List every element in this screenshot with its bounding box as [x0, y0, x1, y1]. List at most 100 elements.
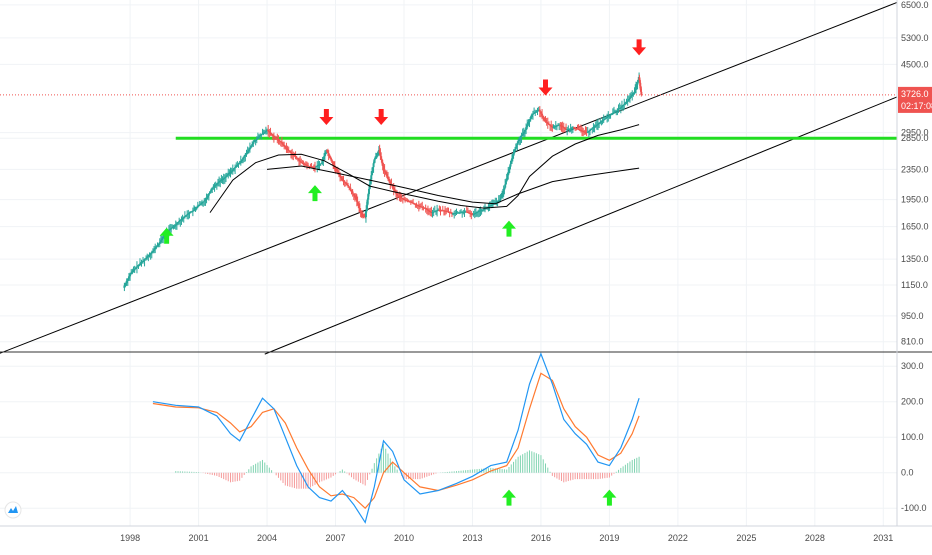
- candle-body: [130, 272, 133, 275]
- candle-body: [342, 180, 345, 182]
- candle-body: [356, 201, 359, 204]
- candle-body: [284, 146, 287, 148]
- candle-body: [585, 132, 588, 134]
- candle-body: [440, 210, 443, 212]
- candle-body: [410, 202, 413, 204]
- candle-body: [469, 213, 472, 215]
- candle-body: [143, 259, 146, 261]
- candle-body: [293, 155, 296, 157]
- candle-body: [310, 166, 313, 168]
- candle-body: [478, 210, 481, 212]
- candle-body: [593, 126, 596, 128]
- moving-average-line: [209, 124, 640, 213]
- candle-body: [507, 172, 510, 176]
- x-tick-label: 2028: [805, 533, 825, 543]
- candle-body: [513, 151, 516, 154]
- candle-body: [527, 122, 530, 125]
- candle-body: [406, 200, 409, 202]
- candle-body: [146, 256, 149, 258]
- arrow-down-icon: [319, 108, 334, 125]
- candle-body: [280, 142, 283, 144]
- candle-body: [579, 129, 582, 131]
- candle-body: [514, 148, 517, 152]
- candle-body: [381, 162, 384, 167]
- candle-body: [150, 252, 153, 254]
- candle-body: [407, 200, 410, 202]
- candle-body: [196, 206, 199, 208]
- candle-body: [546, 122, 549, 124]
- y-tick-label: 4500.0: [901, 59, 929, 69]
- candle-body: [207, 193, 210, 196]
- candle-body: [195, 207, 198, 209]
- candle-body: [622, 105, 625, 107]
- candle-body: [595, 124, 598, 126]
- candle-body: [496, 201, 499, 203]
- candle-body: [511, 158, 514, 162]
- candle-body: [383, 169, 386, 172]
- candle-body: [445, 210, 448, 212]
- x-tick-label: 2013: [462, 533, 482, 543]
- candle-body: [238, 162, 241, 164]
- candle-body: [169, 229, 172, 231]
- candle-body: [519, 137, 522, 140]
- candle-body: [625, 101, 628, 103]
- candle-body: [634, 89, 637, 92]
- candle-body: [615, 110, 618, 112]
- channel-line[interactable]: [264, 96, 898, 355]
- candle-body: [135, 266, 138, 268]
- candle-body: [584, 131, 587, 133]
- candle-body: [274, 137, 277, 139]
- y-tick-label: 6500.0: [901, 0, 929, 10]
- last-price-countdown: 02:17:08: [901, 101, 932, 111]
- tradingview-logo-icon[interactable]: [4, 501, 22, 519]
- candle-body: [351, 191, 354, 194]
- candle-body: [311, 166, 314, 168]
- candle-body: [210, 189, 213, 192]
- candle-body: [616, 109, 619, 111]
- candle-body: [235, 166, 238, 168]
- axes: 1998 2001 2004 2007 2010 2013 2016 2019 2022 2025…: [0, 0, 932, 543]
- candle-body: [458, 212, 461, 214]
- channel-line[interactable]: [0, 1, 898, 354]
- candle-body: [124, 283, 127, 286]
- candle-body: [358, 205, 361, 209]
- candle-body: [318, 164, 321, 166]
- candle-body: [369, 179, 372, 184]
- candle-body: [441, 210, 444, 212]
- y-tick-label: 1950.0: [901, 195, 929, 205]
- candle-body: [214, 184, 217, 186]
- candle-body: [255, 138, 258, 140]
- candle-body: [575, 128, 578, 130]
- candle-body: [586, 131, 589, 133]
- x-tick-label: 2004: [257, 533, 277, 543]
- candle-body: [221, 179, 224, 181]
- candle-body: [470, 213, 473, 215]
- candle-body: [393, 189, 396, 192]
- last-price-value: 3726.0: [901, 89, 929, 99]
- candle-body: [367, 194, 370, 200]
- candle-body: [320, 162, 323, 164]
- candle-body: [425, 208, 428, 210]
- candle-body: [562, 127, 565, 129]
- candle-body: [206, 195, 209, 198]
- candle-body: [515, 144, 518, 147]
- candle-body: [385, 174, 388, 177]
- candle-body: [348, 186, 351, 188]
- candle-body: [350, 189, 353, 192]
- candle-body: [489, 205, 492, 207]
- candle-body: [226, 175, 229, 177]
- candle-body: [529, 116, 532, 120]
- candle-body: [450, 213, 453, 215]
- y-tick-label: 1350.0: [901, 254, 929, 264]
- candle-body: [213, 185, 216, 187]
- candle-body: [523, 129, 526, 132]
- candle-body: [259, 135, 262, 137]
- candle-body: [537, 109, 540, 111]
- candle-body: [576, 128, 579, 130]
- candle-body: [261, 133, 264, 135]
- candle-body: [462, 211, 465, 213]
- candle-body: [632, 93, 635, 95]
- candle-body: [583, 131, 586, 133]
